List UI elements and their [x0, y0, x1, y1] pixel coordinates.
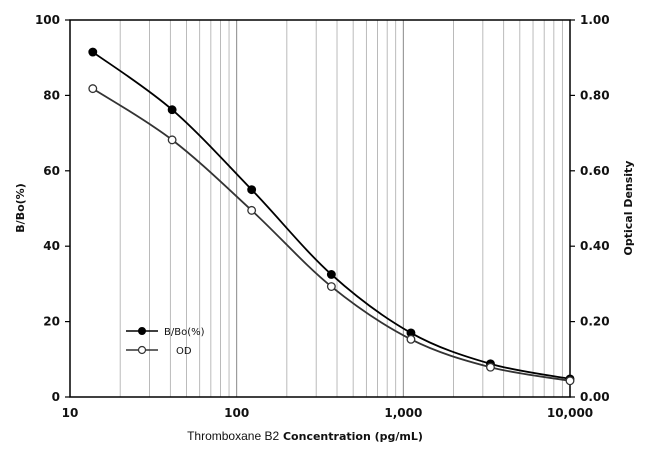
data-point-od [406, 334, 416, 344]
y-axis-title: B/Bo(%) [14, 183, 27, 232]
data-point-bbo [326, 270, 336, 279]
data-point-bbo [88, 47, 98, 57]
x-tick-label: 1,000 [384, 406, 422, 420]
x-tick-label: 10 [62, 406, 79, 420]
data-point-od [88, 84, 98, 94]
series [88, 47, 575, 386]
ticks: 10 100 1,000 10,000 0 20 40 60 80 100 0.00 0.20 0.40… [35, 13, 610, 420]
y-tick-label: 100 [35, 13, 60, 27]
legend: B/Bo(%) OD [126, 327, 205, 357]
y2-tick-label: 1.00 [580, 13, 610, 27]
y2-tick-label: 0.60 [580, 164, 610, 178]
x-axis-title-part2: Concentration (pg/mL) [283, 430, 423, 443]
data-point-bbo [247, 185, 257, 195]
y-tick-label: 40 [43, 239, 60, 253]
y2-tick-label: 0.40 [580, 239, 610, 253]
y2-axis-title: Optical Density [622, 161, 635, 256]
legend-label-od: OD [176, 346, 192, 357]
plot-frame [69, 19, 571, 398]
y-tick-label: 20 [43, 315, 60, 329]
y-tick-label: 60 [43, 164, 60, 178]
legend-marker-od [137, 345, 147, 355]
y-tick-label: 80 [43, 88, 60, 102]
legend-marker-bbo [138, 327, 146, 335]
y2-tick-label: 0.00 [580, 390, 610, 404]
data-point-od [247, 205, 257, 215]
data-point-od [486, 362, 495, 372]
x-tick-label: 100 [224, 406, 249, 420]
x-axis-title-part1: Thromboxane B2 [187, 429, 279, 443]
data-point-od [326, 282, 336, 291]
x-axis-title: Thromboxane B2 Concentration (pg/mL) [187, 429, 423, 443]
y2-tick-label: 0.80 [580, 88, 610, 102]
y-tick-label: 0 [52, 390, 60, 404]
grid [119, 20, 563, 397]
y2-tick-label: 0.20 [580, 315, 610, 329]
data-point-bbo [167, 105, 177, 115]
data-point-od [565, 376, 575, 386]
x-tick-label: 10,000 [547, 406, 593, 420]
data-point-od [167, 135, 177, 145]
legend-label-bbo: B/Bo(%) [164, 327, 205, 338]
